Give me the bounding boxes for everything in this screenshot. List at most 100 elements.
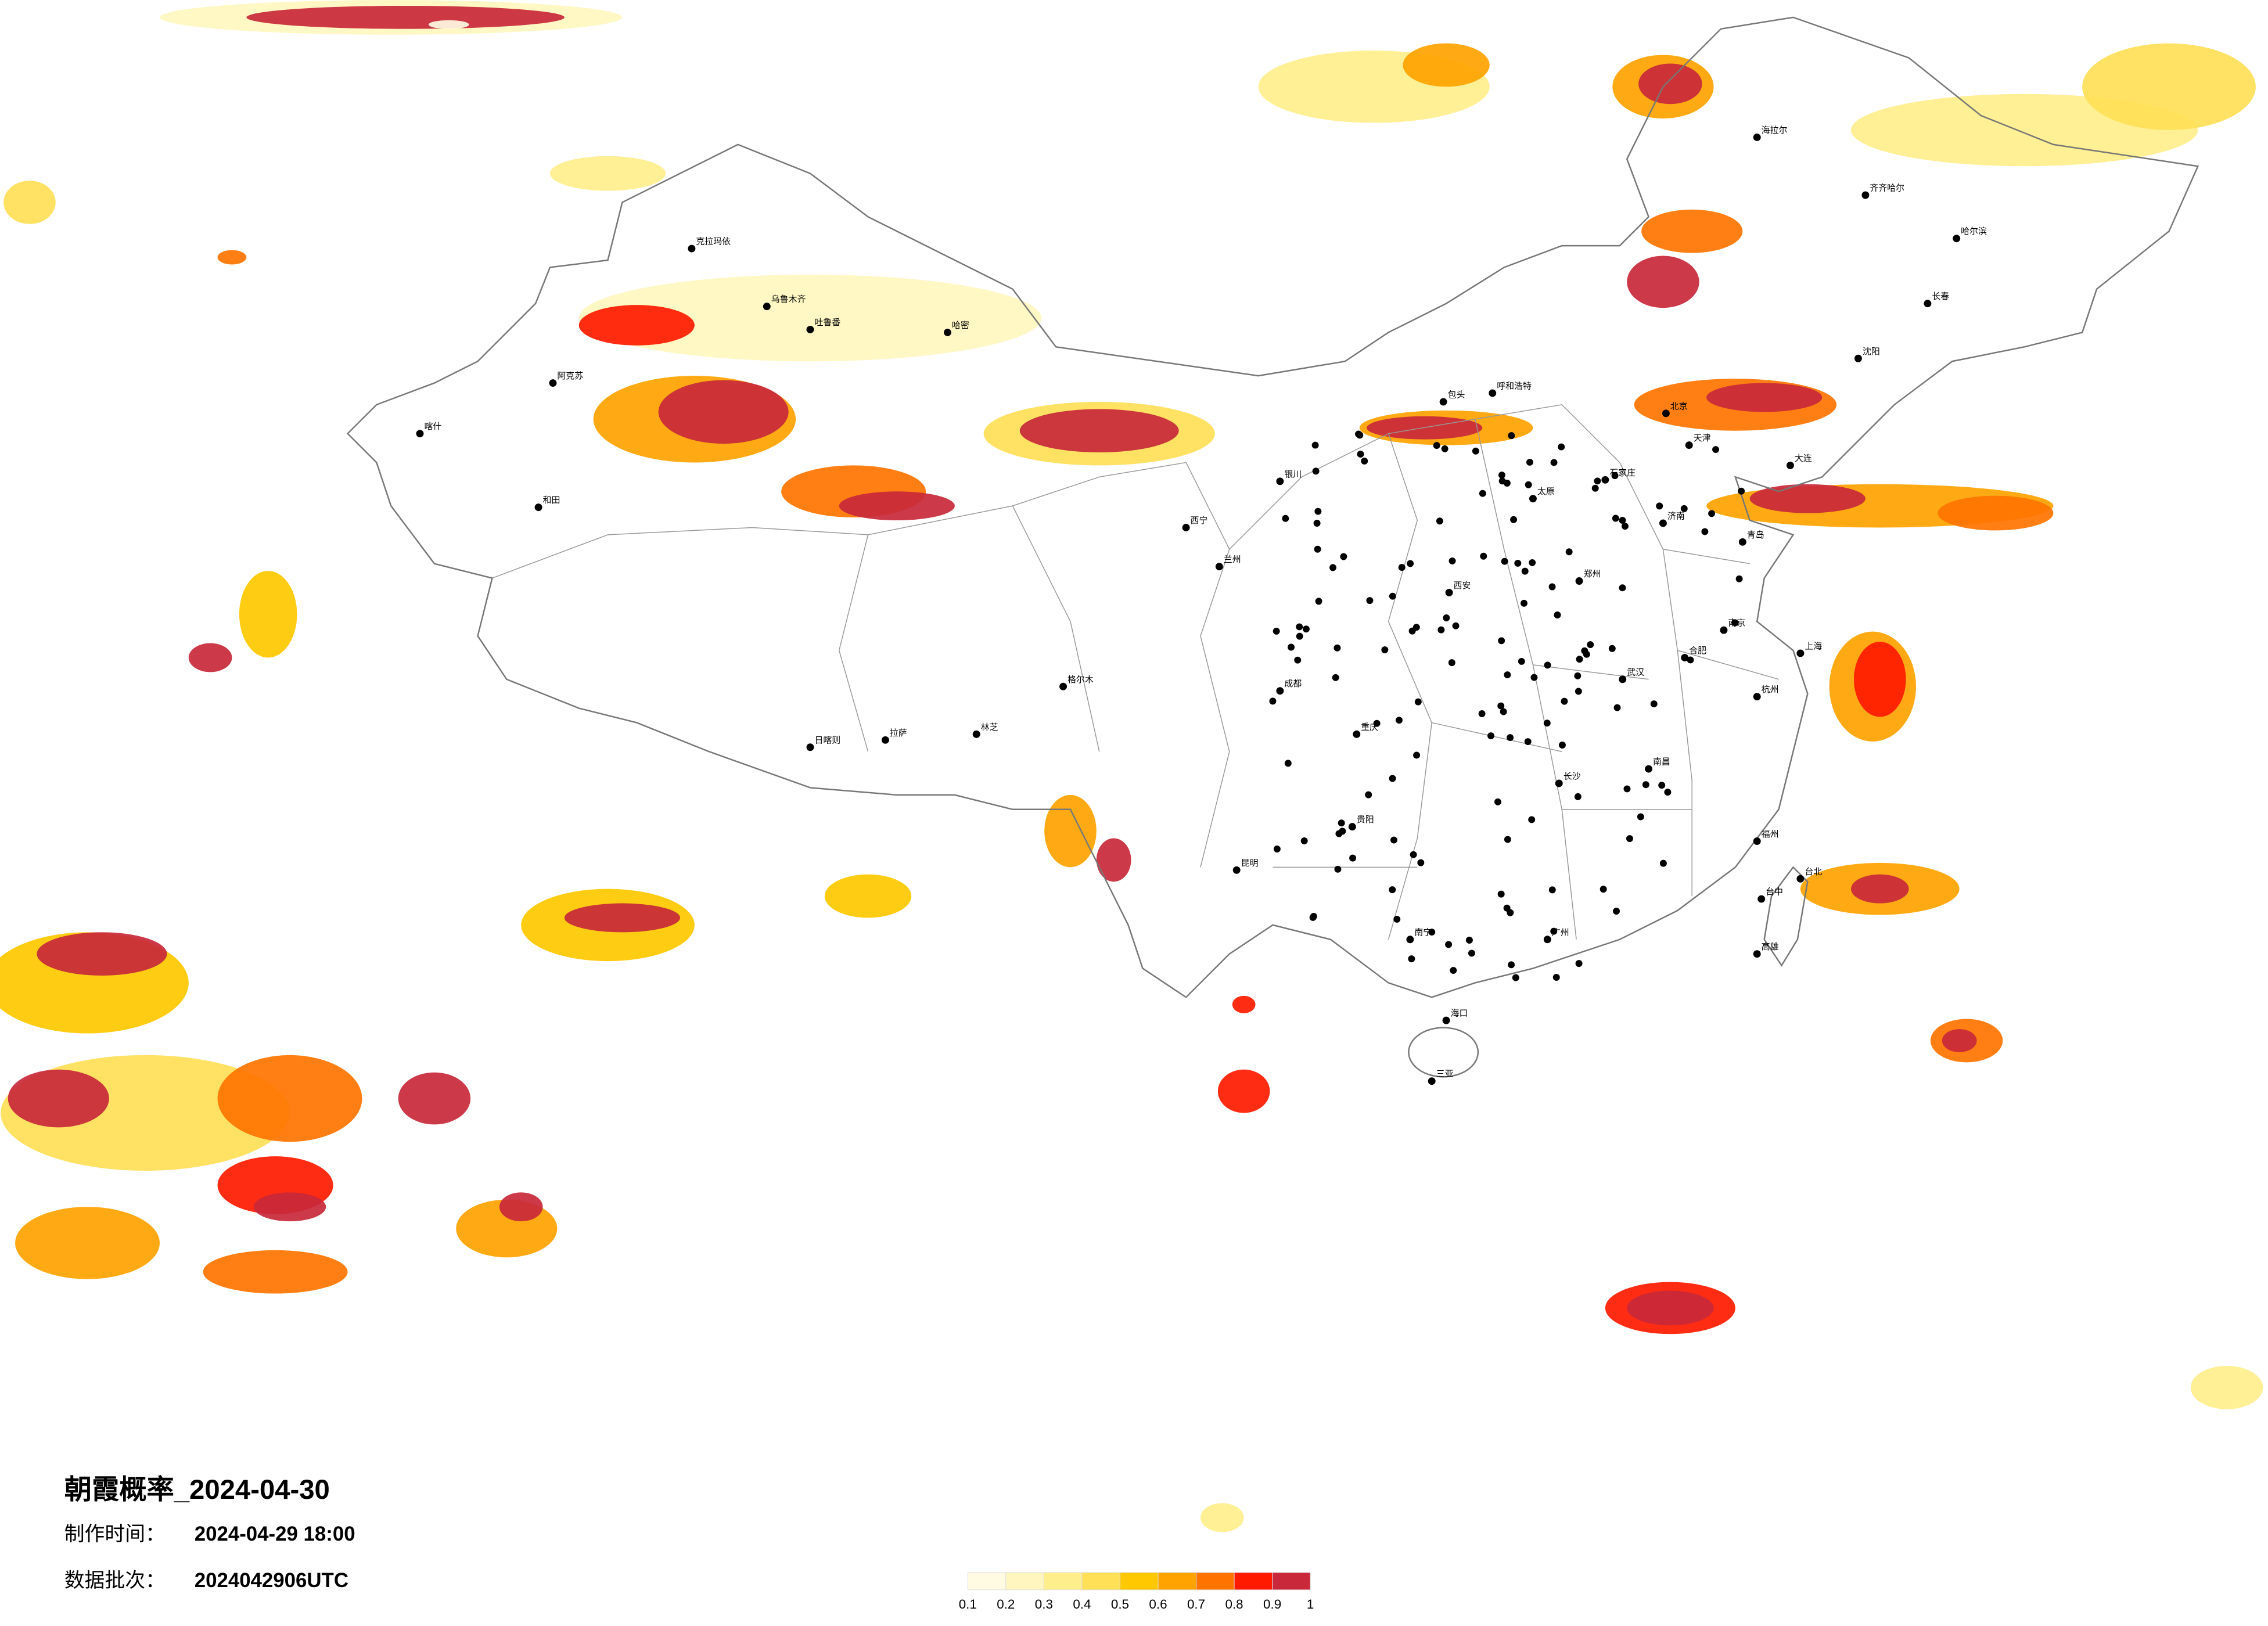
station-dot	[1389, 592, 1396, 600]
station-dot	[1507, 734, 1514, 742]
city-label: 呼和浩特	[1497, 382, 1532, 391]
legend-tick-label: 0.8	[1225, 1597, 1243, 1611]
info-value: 2024042906UTC	[195, 1569, 348, 1592]
probability-area	[1627, 1290, 1714, 1326]
station-dot	[1389, 886, 1396, 894]
station-dot	[1656, 502, 1663, 510]
station-dot	[1497, 890, 1505, 898]
city-dot	[1543, 936, 1551, 944]
city-dot	[1685, 441, 1693, 449]
station-dot	[1518, 657, 1525, 665]
legend-tick-label: 0.1	[959, 1597, 977, 1611]
city-dot	[549, 379, 557, 387]
city-dot	[1619, 675, 1627, 684]
probability-area	[8, 1069, 109, 1128]
city-label: 日喀则	[814, 735, 840, 745]
station-dot	[1576, 656, 1583, 663]
city-label: 西安	[1454, 581, 1471, 591]
station-dot	[1623, 785, 1631, 793]
legend-swatch	[1081, 1572, 1120, 1591]
legend-swatch	[1005, 1572, 1044, 1591]
station-dot	[1479, 490, 1486, 497]
probability-area	[1850, 874, 1909, 904]
probability-area	[428, 20, 469, 29]
probability-area	[1638, 63, 1702, 105]
city-dot	[1489, 389, 1497, 397]
city-label: 大连	[1795, 454, 1812, 463]
station-dot	[1309, 913, 1317, 921]
station-dot	[1619, 584, 1626, 592]
station-dot	[1561, 697, 1568, 705]
station-dot	[1565, 548, 1573, 556]
city-dot	[1681, 653, 1689, 661]
station-dot	[1433, 442, 1440, 449]
station-dot	[1389, 775, 1396, 782]
probability-area	[564, 903, 680, 933]
station-dot	[1443, 614, 1450, 621]
probability-area	[2082, 43, 2256, 131]
legend-tick-label: 0.7	[1187, 1597, 1205, 1611]
station-dot	[1650, 700, 1658, 708]
station-dot	[1468, 949, 1475, 957]
probability-area	[1706, 383, 1823, 412]
station-dot	[1512, 974, 1519, 981]
station-dot	[1441, 445, 1448, 452]
city-dot	[534, 503, 542, 512]
city-label: 乌鲁木齐	[771, 294, 806, 304]
legend-swatch	[1043, 1572, 1083, 1591]
city-label: 银川	[1284, 469, 1302, 479]
city-label: 郑州	[1584, 569, 1601, 579]
city-label: 和田	[543, 495, 560, 505]
station-dot	[1622, 523, 1629, 530]
station-dot	[1613, 908, 1620, 915]
station-dot	[1465, 937, 1473, 944]
station-dot	[1437, 626, 1445, 634]
city-dot	[1662, 409, 1670, 418]
station-dot	[1356, 431, 1364, 439]
city-dot	[1753, 133, 1761, 141]
station-dot	[1414, 698, 1422, 706]
station-dot	[1731, 619, 1739, 627]
station-dot	[1548, 583, 1556, 591]
probability-area	[1641, 209, 1743, 253]
station-dot	[1687, 656, 1694, 664]
city-dot	[1555, 779, 1563, 787]
station-dot	[1508, 432, 1515, 440]
station-dot	[1500, 708, 1507, 715]
taiwan-outline	[1763, 866, 1809, 967]
station-dot	[1498, 477, 1506, 485]
station-dot	[1514, 559, 1522, 567]
station-dot	[1393, 915, 1401, 923]
station-dot	[1526, 458, 1533, 466]
city-dot	[972, 730, 980, 738]
city-label: 三亚	[1436, 1069, 1454, 1079]
station-dot	[1407, 560, 1414, 567]
city-label: 拉萨	[890, 728, 907, 738]
station-dot	[1550, 927, 1558, 935]
station-dot	[1300, 837, 1308, 845]
probability-area	[1938, 495, 2054, 531]
city-label: 克拉玛依	[696, 237, 731, 247]
station-dot	[1528, 816, 1536, 823]
city-dot	[1215, 563, 1223, 571]
city-dot	[1720, 626, 1728, 634]
station-dot	[1315, 598, 1322, 605]
city-dot	[1276, 477, 1284, 485]
station-dot	[1478, 710, 1486, 717]
station-dot	[1494, 798, 1501, 805]
station-dot	[1338, 819, 1345, 827]
station-dot	[1574, 793, 1582, 800]
probability-area	[1044, 794, 1097, 868]
map-title: 朝霞概率_2024-04-30	[64, 1474, 330, 1505]
station-dot	[1302, 625, 1310, 633]
station-dot	[1637, 813, 1644, 821]
probability-area	[1403, 43, 1490, 87]
station-dot	[1436, 517, 1443, 525]
probability-area	[188, 643, 232, 672]
station-dot	[1332, 674, 1339, 681]
city-label: 哈密	[952, 321, 969, 330]
city-label: 太原	[1537, 487, 1555, 497]
city-dot	[943, 328, 951, 336]
station-dot	[1373, 720, 1381, 727]
station-dot	[1501, 557, 1508, 565]
